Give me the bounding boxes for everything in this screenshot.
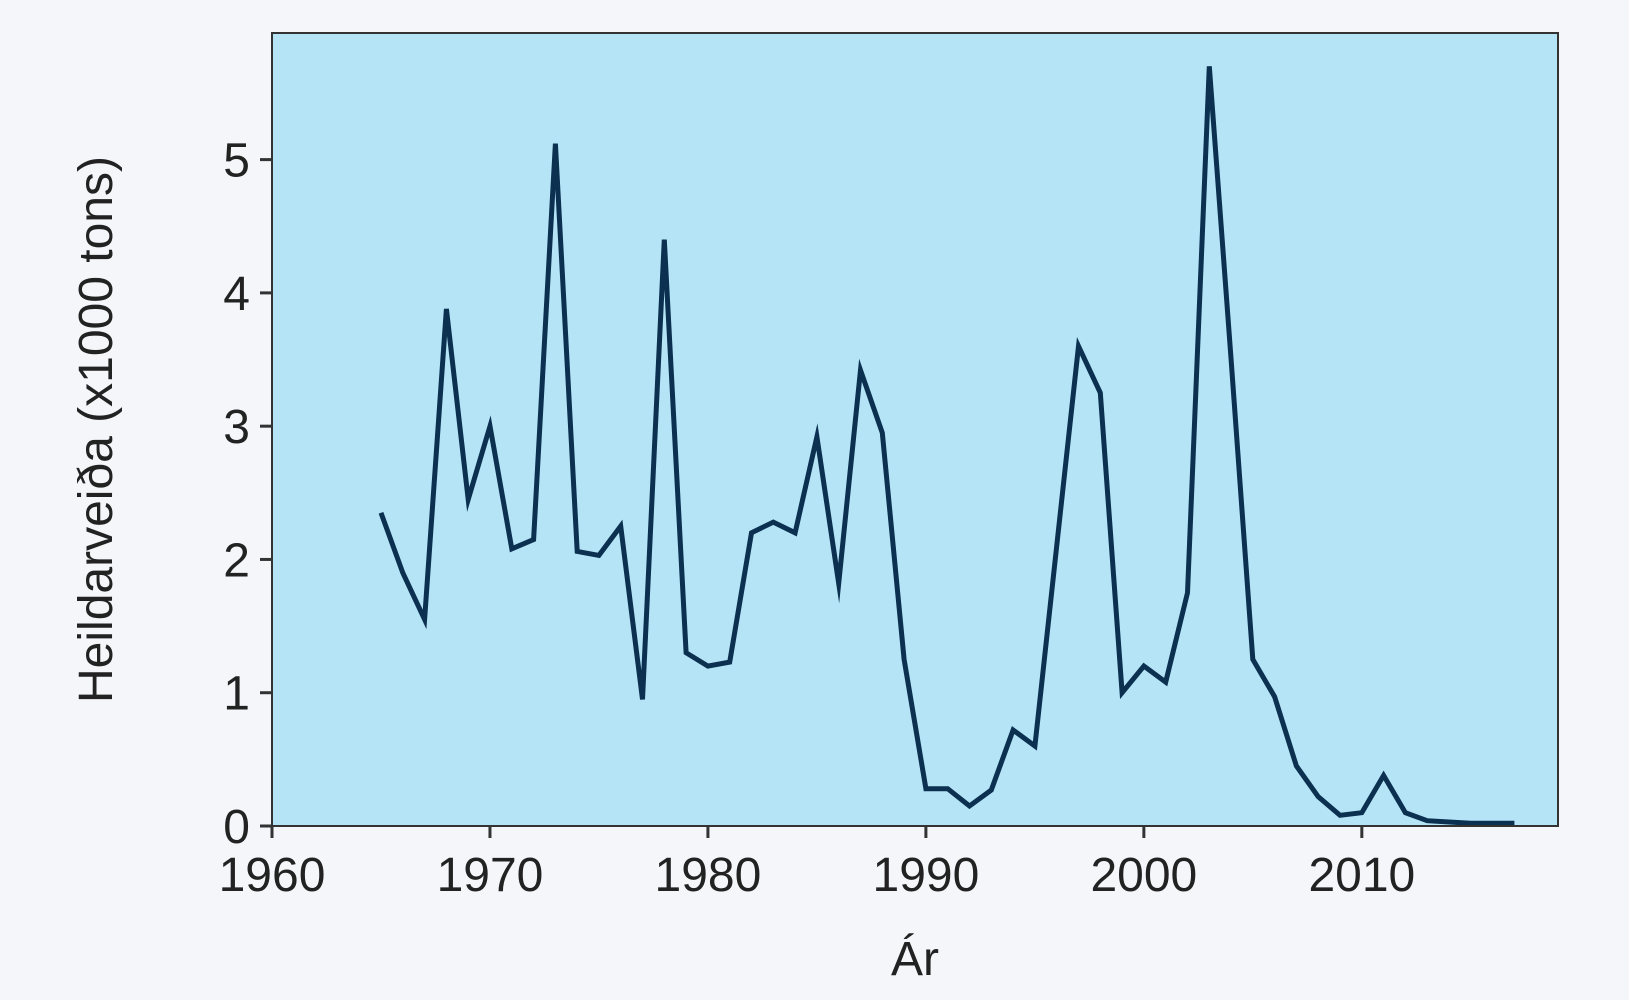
x-tick-label: 2010 (1308, 849, 1415, 902)
y-axis-title: Heildarveiða (x1000 tons) (70, 156, 123, 703)
y-tick-label: 4 (223, 268, 250, 321)
x-tick-label: 1970 (437, 849, 544, 902)
y-tick-label: 3 (223, 401, 250, 454)
series-line (378, 66, 1515, 826)
x-tick-label: 1990 (873, 849, 980, 902)
y-tick-label: 1 (223, 668, 250, 721)
plot-area (272, 33, 1558, 826)
y-tick-label: 0 (223, 801, 250, 854)
series-layer (378, 66, 1515, 826)
x-axis: 1960 1970 1980 1990 2000 2010 (219, 826, 1415, 902)
x-axis-title: Ár (891, 933, 939, 986)
x-tick-label: 2000 (1090, 849, 1197, 902)
x-tick-label: 1960 (219, 849, 326, 902)
x-tick-label: 1980 (655, 849, 762, 902)
y-axis: 0 1 2 3 4 5 (223, 135, 272, 854)
y-tick-label: 5 (223, 135, 250, 188)
y-tick-label: 2 (223, 534, 250, 587)
plot-frame (271, 32, 1559, 827)
